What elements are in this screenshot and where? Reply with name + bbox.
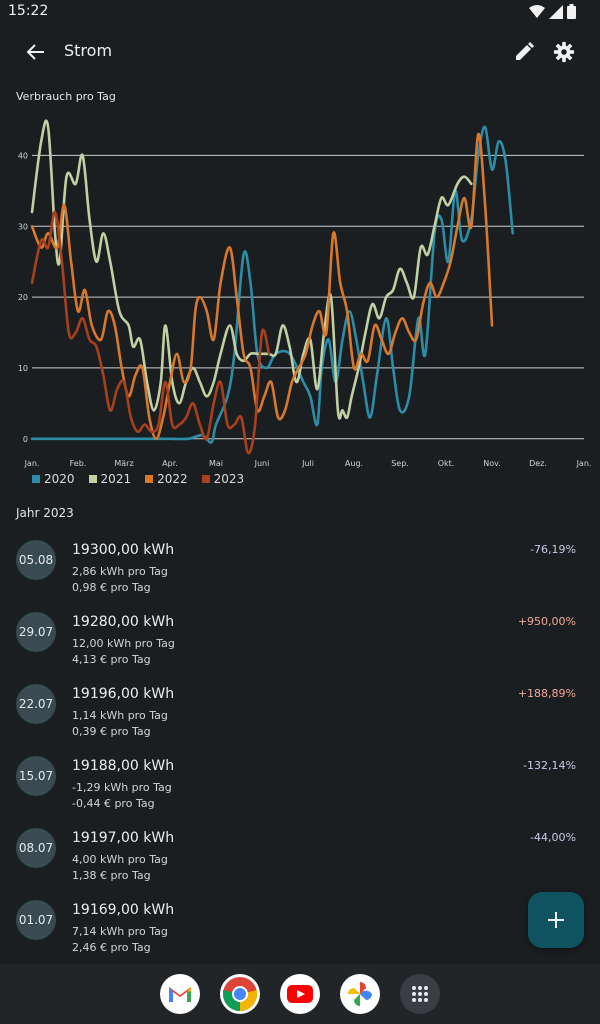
meter-reading: 19197,00 kWh [72,830,175,846]
youtube-icon[interactable] [280,974,320,1014]
cost-per-day: -0,44 € pro Tag [72,797,155,810]
reading-row[interactable]: 05.08 19300,00 kWh 2,86 kWh pro Tag 0,98 € … [0,528,600,600]
date-badge: 05.08 [16,540,56,580]
meter-reading: 19188,00 kWh [72,758,175,774]
change-percentage: +950,00% [517,615,576,628]
y-tick-label: 10 [18,364,28,373]
series-line-2020 [30,125,514,444]
date-badge: 08.07 [16,828,56,868]
reading-row[interactable]: 08.07 19197,00 kWh 4,00 kWh pro Tag 1,38 € … [0,816,600,888]
signal-icon [549,4,563,19]
page-title: Strom [64,41,113,60]
cost-per-day: 2,46 € pro Tag [72,941,151,954]
y-tick-label: 20 [18,293,28,302]
chart-legend: 2020 2021 2022 2023 [32,472,244,486]
section-title: Jahr 2023 [16,506,74,520]
reading-row[interactable]: 01.07 19169,00 kWh 7,14 kWh pro Tag 2,46 € … [0,888,600,960]
legend-swatch [88,475,97,483]
app-dock [0,964,600,1024]
legend-label: 2020 [44,472,75,486]
settings-button[interactable] [548,36,580,68]
chart-title: Verbrauch pro Tag [16,90,116,103]
legend-swatch [145,475,154,483]
date-badge: 15.07 [16,756,56,796]
app-drawer-icon[interactable] [400,974,440,1014]
meter-reading: 19280,00 kWh [72,614,175,630]
reading-row[interactable]: 22.07 19196,00 kWh 1,14 kWh pro Tag 0,39 € … [0,672,600,744]
date-badge: 22.07 [16,684,56,724]
app-bar: Strom [0,24,600,80]
change-percentage: +188,89% [517,687,576,700]
status-bar: 15:22 [0,0,600,24]
arrow-back-icon [26,44,44,60]
x-tick-label: Juli [301,459,314,468]
consumption-chart: 0 10 20 30 40 Jan. Feb. März Apr. Mai Juni Juli Aug.… [18,119,592,468]
cost-per-day: 0,39 € pro Tag [72,725,151,738]
x-tick-label: Sep. [391,459,409,468]
series-line-2022 [30,132,494,441]
cost-per-day: 0,98 € pro Tag [72,581,151,594]
meter-reading: 19300,00 kWh [72,542,175,558]
legend-label: 2022 [157,472,188,486]
x-tick-label: Dez. [529,459,547,468]
usage-per-day: 4,00 kWh pro Tag [72,853,168,866]
gmail-icon[interactable] [160,974,200,1014]
series-line-2023 [30,210,271,455]
edit-button[interactable] [508,36,540,68]
date-badge: 29.07 [16,612,56,652]
x-tick-label: Nov. [483,459,501,468]
date-badge: 01.07 [16,900,56,940]
x-tick-label: Jan. [24,459,40,468]
reading-row[interactable]: 15.07 19188,00 kWh -1,29 kWh pro Tag -0,44 … [0,744,600,816]
readings-list: 05.08 19300,00 kWh 2,86 kWh pro Tag 0,98 € … [0,528,600,960]
meter-reading: 19196,00 kWh [72,686,175,702]
x-tick-label: Jan. [576,459,592,468]
status-time: 15:22 [8,3,49,19]
usage-per-day: -1,29 kWh pro Tag [72,781,172,794]
add-reading-button[interactable] [528,892,584,948]
x-tick-label: März [114,459,133,468]
gear-icon [553,41,575,63]
legend-item-2023: 2023 [201,472,245,486]
change-percentage: -76,19% [530,543,576,556]
legend-label: 2023 [213,472,245,486]
usage-per-day: 2,86 kWh pro Tag [72,565,168,578]
legend-label: 2021 [100,472,132,486]
legend-swatch [32,475,40,483]
legend-item-2022: 2022 [145,472,188,486]
x-tick-label: Okt. [438,459,455,468]
x-tick-label: Juni [254,459,270,468]
y-tick-label: 40 [18,151,28,160]
legend-item-2020: 2020 [32,472,75,486]
legend-swatch [201,475,210,483]
reading-row[interactable]: 29.07 19280,00 kWh 12,00 kWh pro Tag 4,13 €… [0,600,600,672]
back-button[interactable] [20,36,52,68]
x-tick-label: Feb. [70,459,87,468]
edit-icon [516,42,534,60]
usage-per-day: 12,00 kWh pro Tag [72,637,175,650]
cost-per-day: 1,38 € pro Tag [72,869,151,882]
plus-icon [548,912,564,928]
cost-per-day: 4,13 € pro Tag [72,653,151,666]
usage-per-day: 7,14 kWh pro Tag [72,925,168,938]
x-tick-label: Mai [209,459,223,468]
x-tick-label: Aug. [345,459,363,468]
wifi-icon [529,4,545,18]
change-percentage: -132,14% [523,759,576,772]
battery-icon [567,4,576,19]
chrome-icon[interactable] [220,974,260,1014]
meter-reading: 19169,00 kWh [72,902,175,918]
photos-icon[interactable] [340,974,380,1014]
legend-item-2021: 2021 [88,472,132,486]
x-tick-label: Apr. [162,459,178,468]
change-percentage: -44,00% [530,831,576,844]
y-tick-label: 0 [23,435,28,444]
usage-per-day: 1,14 kWh pro Tag [72,709,168,722]
y-tick-label: 30 [18,222,28,231]
series-line-2021 [30,119,473,420]
